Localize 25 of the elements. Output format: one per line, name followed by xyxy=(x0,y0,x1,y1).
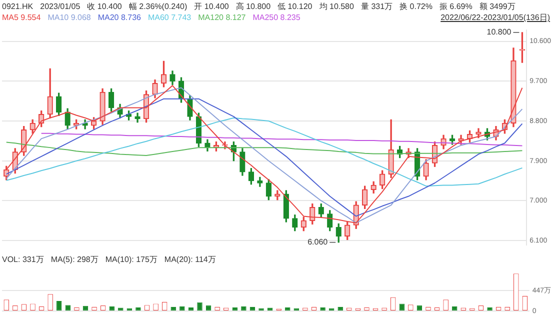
text: VOL: 331万 xyxy=(2,254,44,264)
text: 2022/06/22-2023/01/05(136日) xyxy=(440,12,550,23)
text: 低 10.120 xyxy=(278,0,312,12)
text: MA20 8.736 xyxy=(98,13,141,22)
text: MA(5): 298万 xyxy=(50,254,98,264)
text: 收 10.400 xyxy=(87,0,122,12)
text: 振 6.69% xyxy=(439,0,472,12)
text: 换 0.72% xyxy=(400,0,432,12)
text: 幅 2.36%(0.240) xyxy=(128,0,188,12)
text: 2023/01/05 xyxy=(40,2,80,10)
text: 均 10.580 xyxy=(319,0,354,12)
text: MA10 9.068 xyxy=(48,13,91,22)
annotation: 10.800 xyxy=(486,28,512,37)
text: MA5 9.554 xyxy=(2,13,41,22)
text: MA60 7.743 xyxy=(148,13,192,22)
annotation: 6.060 xyxy=(308,238,328,247)
text: 量 331万 xyxy=(360,0,393,12)
text: 高 10.800 xyxy=(236,0,271,12)
text: 0921.HK xyxy=(2,2,34,10)
text: MA(10): 175万 xyxy=(105,254,158,264)
text: MA(20): 114万 xyxy=(164,254,216,264)
text: 开 10.400 xyxy=(194,0,229,12)
text: MA250 8.235 xyxy=(252,13,300,22)
text: MA120 8.127 xyxy=(198,13,246,22)
text: 额 3499万 xyxy=(479,0,516,12)
